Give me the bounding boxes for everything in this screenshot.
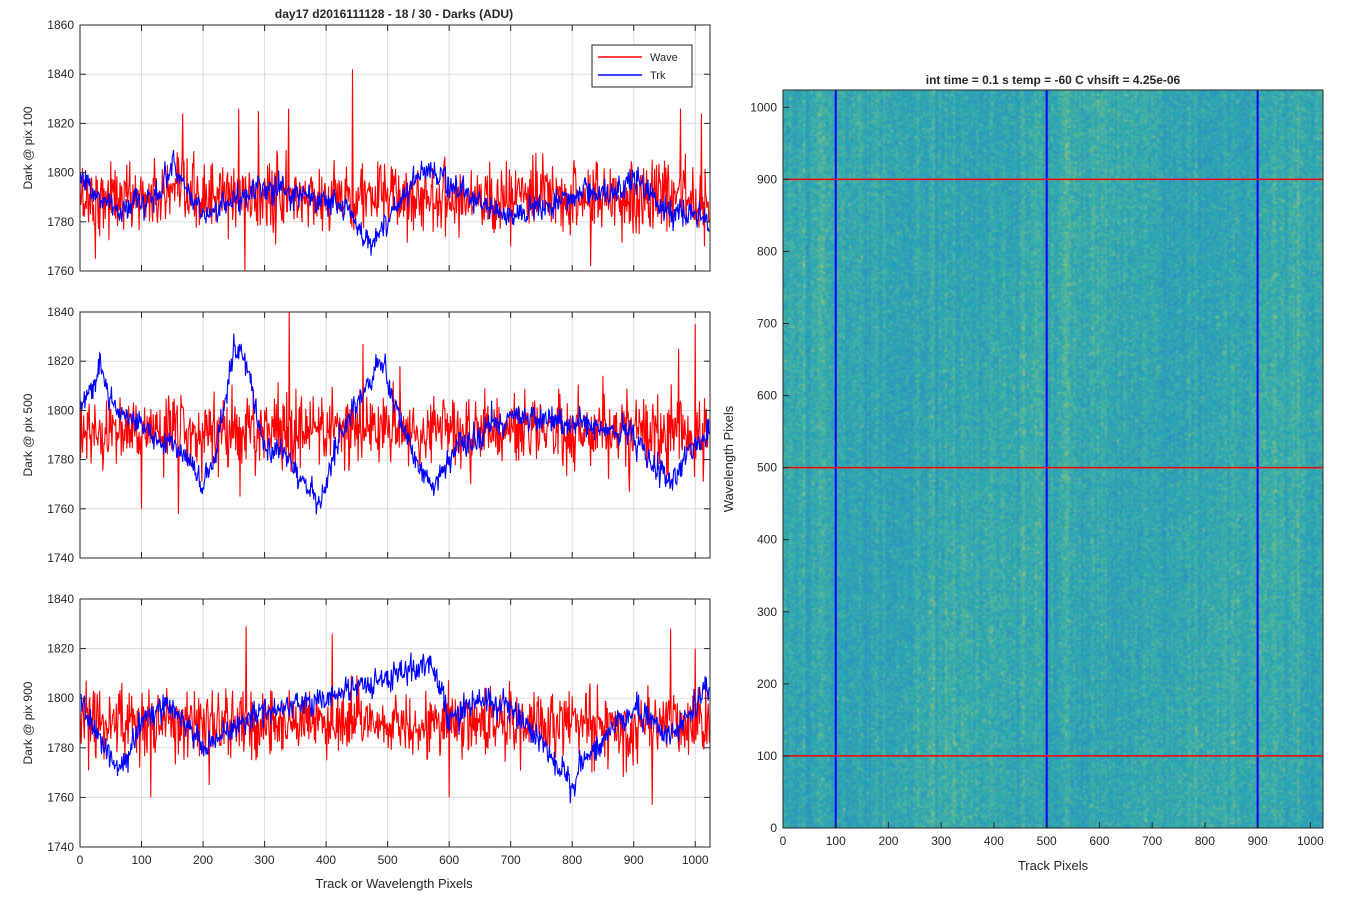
y-tick-label: 1800 — [47, 403, 74, 417]
legend: Wave Trk — [591, 44, 693, 88]
y-tick-label: 1800 — [47, 166, 74, 180]
x-tick-label: 500 — [378, 853, 398, 867]
x-tick-label: 800 — [562, 853, 582, 867]
y-tick-label: 300 — [757, 605, 777, 619]
y-tick-label: 800 — [757, 244, 777, 258]
y-tick-label: 100 — [757, 749, 777, 763]
x-tick-label: 1000 — [682, 853, 709, 867]
y-tick-label: 1740 — [47, 840, 74, 854]
axes-box — [79, 311, 711, 559]
x-tick-label: 800 — [1195, 834, 1215, 848]
x-axis-label: Track Pixels — [1018, 858, 1089, 873]
y-tick-label: 600 — [757, 389, 777, 403]
y-tick-label: 1780 — [47, 453, 74, 467]
y-tick-label: 1760 — [47, 264, 74, 278]
series-line-trk — [80, 333, 710, 515]
x-tick-label: 400 — [984, 834, 1004, 848]
y-tick-label: 0 — [770, 821, 777, 835]
y-axis-label: Dark @ pix 100 — [21, 106, 35, 189]
x-tick-label: 100 — [132, 853, 152, 867]
line-chart-pix-500: 1740 1760 1780 1800 1820 1840 Dark @ pix 500 — [21, 305, 711, 565]
y-tick-label: 1780 — [47, 215, 74, 229]
series-line-trk — [80, 652, 710, 804]
legend-label-wave: Wave — [650, 52, 678, 64]
y-tick-label: 200 — [757, 677, 777, 691]
x-tick-label: 200 — [193, 853, 213, 867]
x-tick-label: 500 — [1037, 834, 1057, 848]
y-tick-label: 1860 — [47, 18, 74, 32]
heatmap-title: int time = 0.1 s temp = -60 C vhsift = 4… — [926, 73, 1181, 87]
line-chart-pix-900: 0 100 200 300 400 500 600 700 800 900 1000 1740 1760… — [21, 592, 711, 867]
axes-box — [782, 89, 1324, 829]
x-tick-label: 200 — [878, 834, 898, 848]
y-tick-label: 1820 — [47, 642, 74, 656]
y-tick-label: 1000 — [750, 100, 777, 114]
x-tick-label: 600 — [1089, 834, 1109, 848]
y-tick-label: 1780 — [47, 741, 74, 755]
y-tick-label: 1820 — [47, 354, 74, 368]
x-axis-label-left: Track or Wavelength Pixels — [315, 876, 473, 891]
y-tick-label: 1740 — [47, 551, 74, 565]
series-line-wave — [80, 626, 710, 805]
x-tick-label: 400 — [316, 853, 336, 867]
y-axis-label: Wavelength Pixels — [721, 405, 736, 512]
y-tick-label: 400 — [757, 533, 777, 547]
y-tick-label: 500 — [757, 461, 777, 475]
y-tick-label: 900 — [757, 172, 777, 186]
x-tick-label: 0 — [780, 834, 787, 848]
legend-box — [591, 44, 693, 88]
y-axis-label: Dark @ pix 900 — [21, 681, 35, 764]
series-line-wave — [80, 312, 710, 514]
axes-box — [79, 598, 711, 848]
heatmap-image — [783, 90, 1323, 828]
y-tick-label: 1840 — [47, 67, 74, 81]
x-tick-label: 900 — [1248, 834, 1268, 848]
x-tick-label: 100 — [826, 834, 846, 848]
y-tick-label: 700 — [757, 317, 777, 331]
x-tick-label: 700 — [501, 853, 521, 867]
y-tick-label: 1840 — [47, 305, 74, 319]
legend-label-trk: Trk — [650, 70, 666, 82]
series-line-trk — [80, 149, 710, 256]
y-tick-label: 1820 — [47, 116, 74, 130]
y-axis-label: Dark @ pix 500 — [21, 393, 35, 476]
x-tick-label: 300 — [931, 834, 951, 848]
x-tick-label: 1000 — [1297, 834, 1324, 848]
y-tick-label: 1760 — [47, 502, 74, 516]
x-tick-label: 600 — [439, 853, 459, 867]
x-tick-label: 700 — [1142, 834, 1162, 848]
axes-box — [79, 24, 711, 272]
heatmap-chart: int time = 0.1 s temp = -60 C vhsift = 4… — [721, 73, 1324, 873]
y-tick-label: 1760 — [47, 790, 74, 804]
x-tick-label: 900 — [624, 853, 644, 867]
x-tick-label: 0 — [77, 853, 84, 867]
y-tick-label: 1840 — [47, 592, 74, 606]
y-tick-label: 1800 — [47, 691, 74, 705]
figure-title: day17 d2016111128 - 18 / 30 - Darks (ADU… — [275, 7, 513, 21]
line-chart-pix-100: 1760 1780 1800 1820 1840 1860 Dark @ pix 100 Wa… — [21, 18, 711, 278]
x-tick-label: 300 — [255, 853, 275, 867]
